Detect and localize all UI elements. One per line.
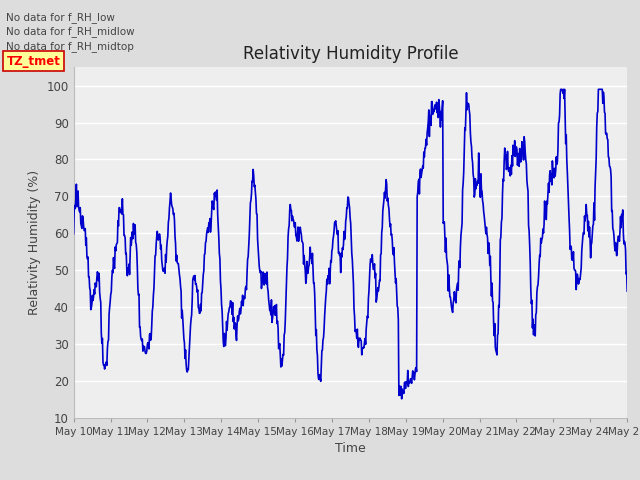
Title: Relativity Humidity Profile: Relativity Humidity Profile (243, 45, 458, 63)
Y-axis label: Relativity Humidity (%): Relativity Humidity (%) (28, 170, 41, 315)
Text: TZ_tmet: TZ_tmet (6, 55, 60, 68)
Text: No data for f_RH_midlow: No data for f_RH_midlow (6, 26, 135, 37)
Text: No data for f_RH_midtop: No data for f_RH_midtop (6, 41, 134, 52)
X-axis label: Time: Time (335, 442, 366, 455)
Text: No data for f_RH_low: No data for f_RH_low (6, 12, 115, 23)
